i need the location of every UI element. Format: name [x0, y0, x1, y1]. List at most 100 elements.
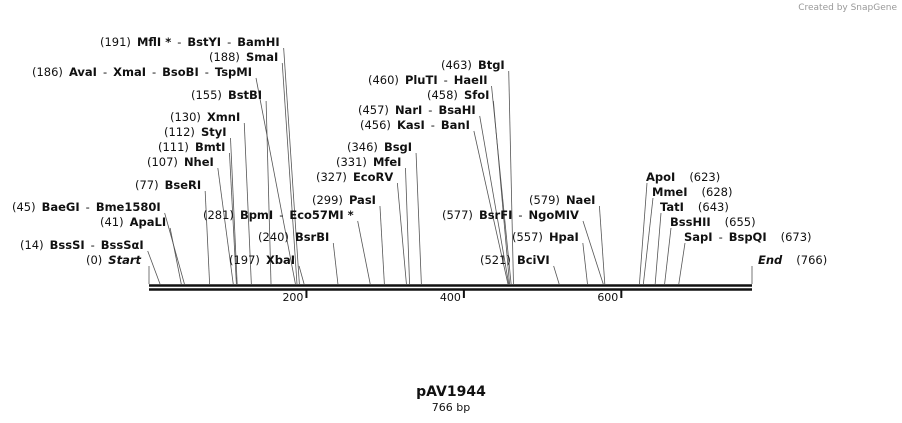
site-label: TatI (643) [660, 200, 729, 214]
site-line [283, 47, 300, 285]
enzyme-name: NaeI [566, 193, 595, 207]
site-position: (14) [20, 238, 44, 252]
site-label: (331) MfeI [336, 155, 401, 169]
site-position: (331) [336, 155, 367, 169]
site-position: (628) [702, 185, 733, 199]
enzyme-name: BmtI [195, 140, 226, 154]
site-line [508, 70, 514, 285]
site-label: (577) BsrFI - NgoMIV [442, 208, 579, 222]
site-label: (0) Start [86, 253, 142, 267]
enzyme-name: Bme1580I [96, 200, 161, 214]
site-line [582, 242, 588, 285]
site-line [396, 182, 407, 285]
separator: - [103, 65, 107, 79]
site-label: (197) XbaI [229, 253, 295, 267]
site-line [599, 205, 606, 285]
site-position: (281) [203, 208, 234, 222]
site-label: (346) BsgI [347, 140, 412, 154]
site-position: (460) [368, 73, 399, 87]
site-position: (45) [12, 200, 36, 214]
site-position: (77) [135, 178, 159, 192]
site-position: (458) [427, 88, 458, 102]
site-position: (191) [100, 35, 131, 49]
enzyme-name: SmaI [246, 50, 278, 64]
site-label: (107) NheI [147, 155, 214, 169]
site-line [639, 182, 648, 285]
site-label: MmeI (628) [652, 185, 732, 199]
enzyme-name: HpaI [549, 230, 579, 244]
enzyme-name: StyI [201, 125, 227, 139]
site-line [654, 212, 662, 285]
site-line [379, 205, 385, 285]
tick-label: 400 [440, 291, 461, 304]
site-label: (299) PasI [312, 193, 376, 207]
enzyme-name: KasI [397, 118, 425, 132]
enzyme-name: XbaI [266, 253, 295, 267]
site-position: (655) [725, 215, 756, 229]
site-label: (41) ApaLI [100, 215, 166, 229]
site-line [473, 130, 509, 285]
enzyme-name: Eco57MI * [289, 208, 353, 222]
site-label: (186) AvaI - XmaI - BsoBI - TspMI [32, 65, 252, 79]
site-label: (240) BsrBI [258, 230, 329, 244]
enzyme-name: BaeGI [42, 200, 80, 214]
site-label: (579) NaeI [529, 193, 595, 207]
site-position: (130) [170, 110, 201, 124]
site-position: (111) [158, 140, 189, 154]
site-label: (463) BtgI [441, 58, 505, 72]
enzyme-name: PasI [349, 193, 376, 207]
enzyme-name: BseRI [165, 178, 202, 192]
enzyme-name: NarI [395, 103, 422, 117]
enzyme-name: BstBI [228, 88, 262, 102]
enzyme-name: EcoRV [353, 170, 393, 184]
site-label: (460) PluTI - HaeII [368, 73, 488, 87]
separator: - [428, 103, 432, 117]
separator: - [444, 73, 448, 87]
separator: - [719, 230, 723, 244]
site-label: (188) SmaI [209, 50, 278, 64]
enzyme-name: HaeII [454, 73, 488, 87]
site-line [229, 152, 237, 285]
separator: - [205, 65, 209, 79]
site-label: (191) MflI * - BstYI - BamHI [100, 35, 280, 49]
enzyme-name: BsaHI [438, 103, 475, 117]
site-label: (112) StyI [164, 125, 227, 139]
enzyme-name: TspMI [215, 65, 252, 79]
enzyme-name: TatI [660, 200, 684, 214]
enzyme-name: NheI [184, 155, 214, 169]
site-line [332, 242, 339, 285]
site-line [493, 100, 510, 285]
enzyme-name: BspQI [729, 230, 767, 244]
enzyme-name: MfeI [373, 155, 402, 169]
site-position: (112) [164, 125, 195, 139]
enzyme-name: BsrBI [295, 230, 329, 244]
site-position: (155) [191, 88, 222, 102]
site-label: (557) HpaI [512, 230, 579, 244]
separator: - [279, 208, 283, 222]
enzyme-name: BciVI [517, 253, 550, 267]
enzyme-name: BanI [441, 118, 470, 132]
site-position: (197) [229, 253, 260, 267]
enzyme-name: XmaI [113, 65, 146, 79]
site-line [169, 227, 182, 285]
site-label: (281) BpmI - Eco57MI * [203, 208, 354, 222]
enzyme-name: BsgI [384, 140, 412, 154]
plasmid-size: 766 bp [432, 401, 470, 414]
separator: - [518, 208, 522, 222]
site-line [281, 62, 298, 285]
enzyme-name: End [758, 253, 783, 267]
site-label: (77) BseRI [135, 178, 201, 192]
site-position: (579) [529, 193, 560, 207]
site-label: (458) SfoI [427, 88, 489, 102]
site-line [582, 220, 604, 285]
site-position: (557) [512, 230, 543, 244]
separator: - [86, 200, 90, 214]
separator: - [431, 118, 435, 132]
site-line [357, 220, 371, 285]
site-position: (240) [258, 230, 289, 244]
site-line [553, 265, 560, 285]
site-line [147, 250, 161, 285]
site-label: (45) BaeGI - Bme1580I [12, 200, 161, 214]
site-position: (457) [358, 103, 389, 117]
enzyme-name: BtgI [478, 58, 505, 72]
